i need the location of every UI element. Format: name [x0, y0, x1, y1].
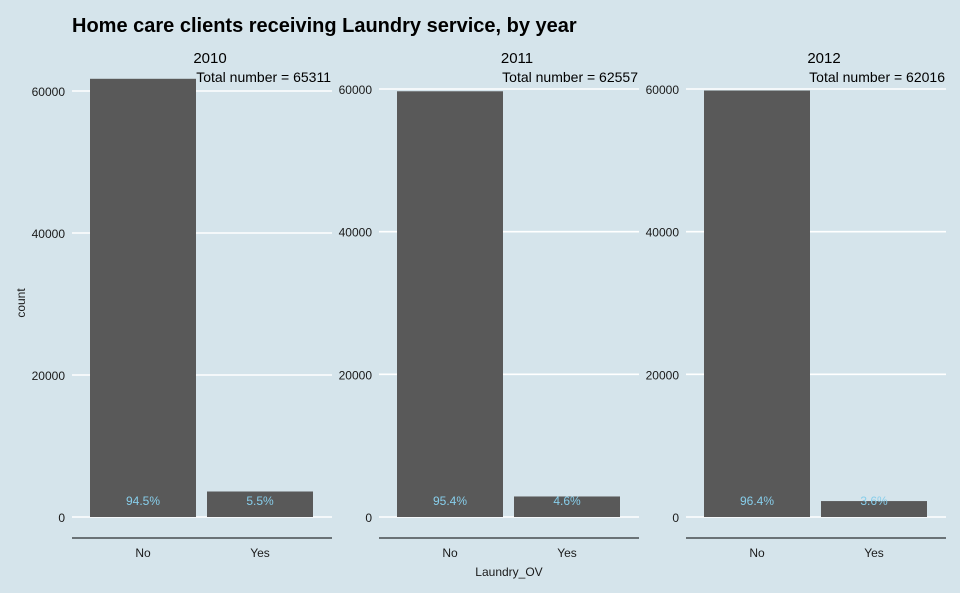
percent-label: 3.6%	[860, 494, 888, 508]
percent-label: 5.5%	[246, 494, 274, 508]
y-tick-label: 40000	[339, 226, 373, 240]
y-tick-label: 40000	[32, 227, 66, 241]
total-number-label: Total number = 62557	[502, 69, 638, 85]
y-axis-title: count	[14, 288, 28, 318]
facet-panels: 2010 Total number = 65311 0 20000 40000 60000…	[32, 50, 946, 560]
x-tick-label: Yes	[864, 546, 884, 560]
percent-label: 95.4%	[433, 494, 467, 508]
facet-panel: 2012 Total number = 62016 0 20000 40000 60000…	[646, 50, 946, 560]
bar-no	[397, 91, 503, 518]
bar-yes	[821, 501, 927, 517]
y-tick-label: 20000	[646, 368, 680, 382]
total-number-label: Total number = 65311	[196, 69, 331, 85]
y-tick-label: 0	[365, 511, 372, 525]
bar-yes	[207, 491, 313, 517]
facet-title: 2011	[501, 50, 533, 67]
facet-title: 2012	[807, 50, 840, 67]
x-tick-label: No	[749, 546, 765, 560]
percent-label: 4.6%	[553, 494, 581, 508]
bar-no	[90, 78, 196, 517]
bar-no	[704, 90, 810, 517]
facet-panel: 2011 Total number = 62557 0 20000 40000 60000…	[339, 50, 639, 560]
x-tick-label: No	[442, 546, 458, 560]
y-tick-label: 20000	[339, 368, 373, 382]
y-tick-label: 20000	[32, 369, 66, 383]
bar-yes	[514, 496, 620, 517]
chart-title: Home care clients receiving Laundry serv…	[72, 15, 577, 37]
total-number-label: Total number = 62016	[809, 69, 945, 85]
x-tick-label: Yes	[557, 546, 577, 560]
y-tick-label: 40000	[646, 226, 680, 240]
percent-label: 96.4%	[740, 494, 774, 508]
y-tick-label: 0	[672, 511, 679, 525]
y-tick-label: 0	[58, 511, 65, 525]
x-axis-title: Laundry_OV	[475, 565, 542, 579]
y-tick-label: 60000	[339, 83, 373, 97]
facet-panel: 2010 Total number = 65311 0 20000 40000 60000…	[32, 50, 332, 560]
facet-title: 2010	[193, 50, 226, 67]
x-tick-label: No	[135, 546, 151, 560]
percent-label: 94.5%	[126, 494, 160, 508]
y-tick-label: 60000	[32, 85, 66, 99]
x-tick-label: Yes	[250, 546, 270, 560]
y-tick-label: 60000	[646, 83, 680, 97]
